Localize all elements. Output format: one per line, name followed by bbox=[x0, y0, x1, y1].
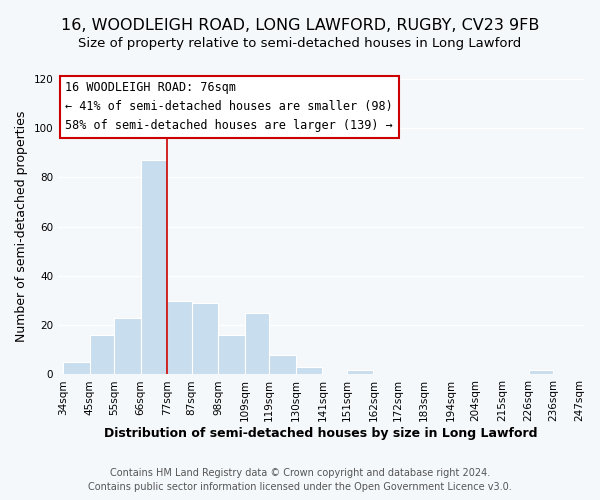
Bar bbox=[114, 318, 140, 374]
Bar bbox=[167, 300, 191, 374]
Bar bbox=[140, 160, 167, 374]
Bar bbox=[245, 313, 269, 374]
Bar bbox=[89, 335, 114, 374]
Text: Contains HM Land Registry data © Crown copyright and database right 2024.
Contai: Contains HM Land Registry data © Crown c… bbox=[88, 468, 512, 492]
Bar bbox=[529, 370, 553, 374]
Bar bbox=[347, 370, 373, 374]
Bar bbox=[191, 303, 218, 374]
X-axis label: Distribution of semi-detached houses by size in Long Lawford: Distribution of semi-detached houses by … bbox=[104, 427, 538, 440]
Y-axis label: Number of semi-detached properties: Number of semi-detached properties bbox=[15, 111, 28, 342]
Text: 16, WOODLEIGH ROAD, LONG LAWFORD, RUGBY, CV23 9FB: 16, WOODLEIGH ROAD, LONG LAWFORD, RUGBY,… bbox=[61, 18, 539, 32]
Bar bbox=[218, 335, 245, 374]
Bar bbox=[269, 355, 296, 374]
Text: Size of property relative to semi-detached houses in Long Lawford: Size of property relative to semi-detach… bbox=[79, 38, 521, 51]
Bar bbox=[63, 362, 89, 374]
Text: 16 WOODLEIGH ROAD: 76sqm
← 41% of semi-detached houses are smaller (98)
58% of s: 16 WOODLEIGH ROAD: 76sqm ← 41% of semi-d… bbox=[65, 82, 393, 132]
Bar bbox=[296, 367, 322, 374]
